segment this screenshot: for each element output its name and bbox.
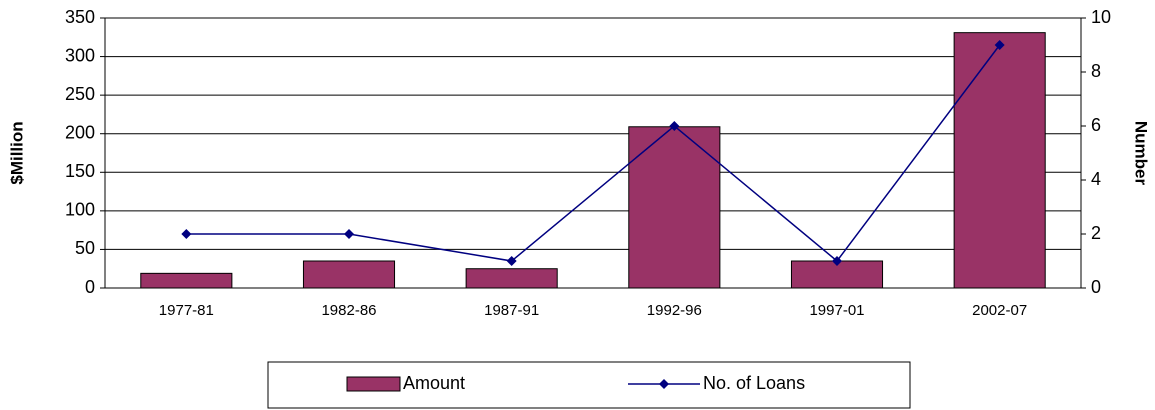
y-axis-label: $Million xyxy=(7,121,26,184)
bar xyxy=(140,272,233,289)
y-tick-label: 50 xyxy=(75,238,95,258)
y-tick-label: 150 xyxy=(65,161,95,181)
line-marker xyxy=(832,256,842,266)
bar xyxy=(953,32,1046,289)
y2-tick-label: 8 xyxy=(1091,61,1101,81)
x-tick-label: 1992-96 xyxy=(647,302,702,319)
y2-tick-label: 10 xyxy=(1091,7,1111,27)
y-tick-label: 0 xyxy=(85,277,95,297)
y2-axis-label: Number xyxy=(1132,121,1151,186)
line-marker xyxy=(344,229,354,239)
line-marker xyxy=(506,256,517,266)
y2-tick-label: 2 xyxy=(1091,223,1101,243)
y2-tick-label: 0 xyxy=(1091,277,1101,297)
x-tick-label: 1997-01 xyxy=(809,302,864,319)
legend-label: Amount xyxy=(403,373,465,393)
y-tick-label: 350 xyxy=(65,7,95,27)
y2-tick-label: 6 xyxy=(1091,115,1101,135)
x-tick-label: 1982-86 xyxy=(321,302,376,319)
line-marker xyxy=(669,121,680,131)
y-tick-label: 250 xyxy=(65,84,95,104)
y-tick-label: 200 xyxy=(65,122,95,142)
bar xyxy=(302,260,396,289)
line-marker xyxy=(994,40,1005,50)
x-tick-label: 2002-07 xyxy=(972,302,1027,319)
bar xyxy=(465,268,558,289)
line-marker xyxy=(181,229,192,239)
x-tick-label: 1977-81 xyxy=(159,302,214,319)
y-tick-label: 100 xyxy=(65,200,95,220)
line xyxy=(186,44,1001,263)
legend-label: No. of Loans xyxy=(703,373,805,393)
y2-tick-label: 4 xyxy=(1091,169,1101,189)
y-tick-label: 300 xyxy=(65,45,95,65)
legend-swatch xyxy=(346,376,401,392)
bar xyxy=(628,126,721,289)
x-tick-label: 1987-91 xyxy=(484,302,539,319)
legend-marker xyxy=(659,379,669,389)
